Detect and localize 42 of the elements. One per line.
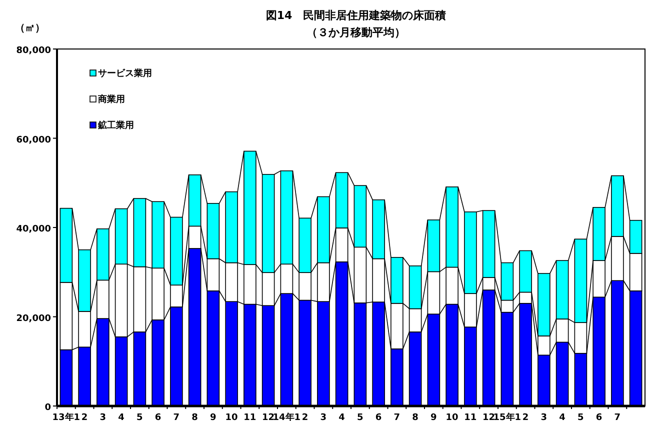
x-tick-label: 9 — [430, 413, 437, 421]
x-tick-label: 11 — [244, 413, 256, 421]
x-tick-label: 5 — [136, 413, 143, 421]
x-tick-label: 14年1 — [272, 412, 301, 421]
x-tick-label: 10 — [446, 413, 458, 421]
x-tick-label: 12 — [262, 413, 275, 421]
x-tick-label: 3 — [100, 413, 106, 421]
x-tick-label: 12 — [482, 413, 496, 421]
x-tick-label: 2 — [522, 413, 529, 421]
x-tick-label: 7 — [394, 413, 400, 421]
x-tick-label: 5 — [578, 413, 584, 421]
y-tick-label: 40,000 — [16, 224, 51, 234]
legend-label: 鉱工業用 — [97, 120, 134, 131]
x-tick-label: 3 — [320, 413, 327, 421]
x-tick-label: 10 — [225, 413, 238, 421]
x-tick-label: 13年1 — [52, 412, 80, 421]
x-tick-label: 7 — [173, 413, 180, 421]
x-tick-label: 2 — [81, 413, 88, 421]
chart-subtitle: （３か月移動平均） — [306, 26, 406, 39]
y-tick-label: 0 — [44, 403, 51, 413]
legend-label: 商業用 — [97, 94, 125, 105]
x-tick-label: 11 — [464, 413, 477, 421]
x-tick-label: 9 — [210, 413, 216, 421]
x-tick-label: 15年1 — [493, 412, 522, 421]
chart-title: 図14 民間非居住用建築物の床面積 — [266, 9, 446, 22]
legend-label: サービス業用 — [98, 68, 152, 79]
x-tick-label: 4 — [559, 413, 566, 421]
y-tick-label: 20,000 — [16, 314, 51, 324]
x-tick-label: 6 — [596, 413, 602, 421]
y-tick-label: 60,000 — [16, 135, 51, 146]
x-tick-label: 6 — [154, 413, 162, 421]
y-axis-title: （㎡） — [15, 23, 45, 34]
x-tick-label: 3 — [540, 413, 548, 421]
x-tick-label: 4 — [338, 413, 345, 421]
x-tick-label: 8 — [192, 413, 198, 421]
x-tick-label: 8 — [412, 413, 418, 421]
x-tick-label: 5 — [357, 413, 364, 421]
x-tick-label: 4 — [118, 413, 124, 421]
x-tick-label: 2 — [302, 413, 308, 421]
x-tick-label: 7 — [614, 413, 621, 421]
y-tick-label: 80,000 — [16, 46, 51, 56]
x-tick-label: 6 — [375, 413, 382, 421]
